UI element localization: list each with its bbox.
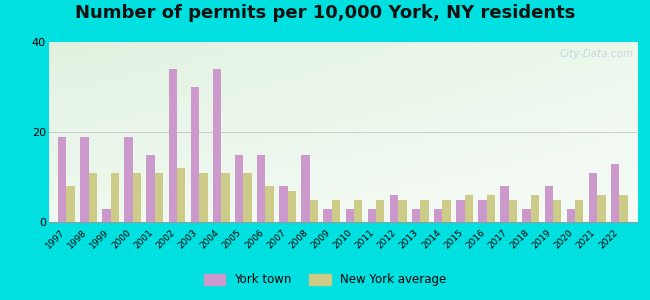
Legend: York town, New York average: York town, New York average xyxy=(199,269,451,291)
Bar xyxy=(509,200,517,222)
Bar xyxy=(155,172,163,222)
Bar xyxy=(168,69,177,222)
Bar xyxy=(111,172,119,222)
Bar xyxy=(102,208,110,222)
Bar xyxy=(133,172,141,222)
Bar xyxy=(58,136,66,222)
Bar xyxy=(611,164,619,222)
Bar xyxy=(412,208,421,222)
Bar xyxy=(368,208,376,222)
Bar xyxy=(376,200,384,222)
Text: Number of permits per 10,000 York, NY residents: Number of permits per 10,000 York, NY re… xyxy=(75,4,575,22)
Bar xyxy=(575,200,584,222)
Bar xyxy=(213,69,221,222)
Bar xyxy=(302,154,309,222)
Bar xyxy=(287,190,296,222)
Bar xyxy=(80,136,88,222)
Bar xyxy=(567,208,575,222)
Bar xyxy=(443,200,451,222)
Bar xyxy=(421,200,429,222)
Bar xyxy=(190,87,199,222)
Bar xyxy=(124,136,133,222)
Bar xyxy=(619,195,628,222)
Bar xyxy=(354,200,362,222)
Bar xyxy=(434,208,443,222)
Bar xyxy=(465,195,473,222)
Bar xyxy=(346,208,354,222)
Bar xyxy=(280,186,287,222)
Bar xyxy=(398,200,406,222)
Bar xyxy=(523,208,531,222)
Bar xyxy=(66,186,75,222)
Bar xyxy=(309,200,318,222)
Bar xyxy=(243,172,252,222)
Bar xyxy=(199,172,207,222)
Bar xyxy=(332,200,340,222)
Text: City-Data.com: City-Data.com xyxy=(560,49,634,59)
Bar xyxy=(88,172,97,222)
Bar xyxy=(531,195,540,222)
Bar xyxy=(221,172,229,222)
Bar xyxy=(177,168,185,222)
Bar xyxy=(500,186,509,222)
Bar xyxy=(324,208,332,222)
Bar xyxy=(257,154,265,222)
Bar xyxy=(456,200,465,222)
Bar xyxy=(589,172,597,222)
Bar xyxy=(553,200,562,222)
Bar xyxy=(146,154,155,222)
Bar xyxy=(545,186,553,222)
Bar xyxy=(390,195,398,222)
Bar xyxy=(235,154,243,222)
Bar xyxy=(597,195,606,222)
Bar xyxy=(478,200,487,222)
Bar xyxy=(487,195,495,222)
Bar xyxy=(265,186,274,222)
